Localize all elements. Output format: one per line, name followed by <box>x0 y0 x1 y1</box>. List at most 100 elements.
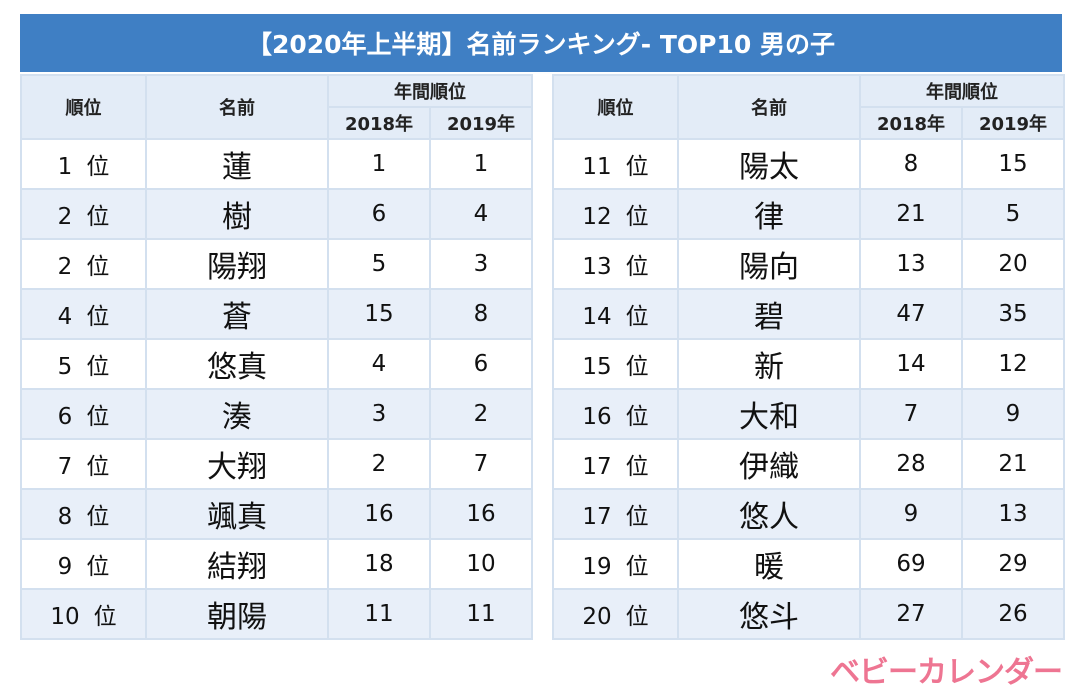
rank-2019-cell: 13 <box>961 488 1065 540</box>
rank-2019-cell: 12 <box>961 338 1065 390</box>
rank-suffix: 位 <box>625 404 649 430</box>
table-row: 2 位陽翔 5 3 <box>20 238 533 290</box>
name-cell: 結翔 <box>145 538 329 590</box>
rank-2018-cell: 69 <box>859 538 963 590</box>
rank-suffix: 位 <box>625 554 649 580</box>
header-rank: 順位 <box>20 74 147 140</box>
rank-number: 2 <box>57 204 73 230</box>
table-row: 4 位蒼 15 8 <box>20 288 533 340</box>
baby-calendar-logo: ベビーカレンダー <box>830 655 1063 690</box>
rank-2018-cell: 47 <box>859 288 963 340</box>
rank-number: 15 <box>582 354 612 380</box>
rank-2018-cell: 14 <box>859 338 963 390</box>
rank-number: 9 <box>57 554 73 580</box>
header-annual: 年間順位 <box>327 74 533 108</box>
rank-2019-cell: 35 <box>961 288 1065 340</box>
rank-2018-cell: 6 <box>327 188 431 240</box>
name-cell: 蒼 <box>145 288 329 340</box>
rank-cell: 16 位 <box>552 388 679 440</box>
header-2019: 2019年 <box>961 106 1065 140</box>
rank-2018-cell: 27 <box>859 588 963 640</box>
name-cell: 蓮 <box>145 138 329 190</box>
rank-suffix: 位 <box>93 604 117 630</box>
rank-number: 16 <box>582 404 612 430</box>
name-cell: 悠人 <box>677 488 861 540</box>
rank-cell: 17 位 <box>552 438 679 490</box>
rank-number: 10 <box>50 604 80 630</box>
name-cell: 樹 <box>145 188 329 240</box>
rank-2019-cell: 26 <box>961 588 1065 640</box>
rank-number: 13 <box>582 254 612 280</box>
rank-2019-cell: 11 <box>429 588 533 640</box>
rank-2018-cell: 2 <box>327 438 431 490</box>
table-row: 19 位 暖 69 29 <box>552 538 1065 590</box>
rank-2019-cell: 3 <box>429 238 533 290</box>
rank-suffix: 位 <box>625 354 649 380</box>
rank-2019-cell: 7 <box>429 438 533 490</box>
rank-2019-cell: 5 <box>961 188 1065 240</box>
rank-2018-cell: 8 <box>859 138 963 190</box>
name-cell: 朝陽 <box>145 588 329 640</box>
table-row: 20 位 悠斗 27 26 <box>552 588 1065 640</box>
ranking-table-left: 順位 名前 年間順位 2018年 2019年 1 位蓮 1 1 2 位樹 6 4 2 位陽翔 5 3 4… <box>20 74 533 640</box>
table-row: 16 位 大和 7 9 <box>552 388 1065 440</box>
rank-number: 8 <box>57 504 73 530</box>
rank-cell: 20 位 <box>552 588 679 640</box>
header-rank: 順位 <box>552 74 679 140</box>
table-row: 13 位陽向 13 20 <box>552 238 1065 290</box>
table-row: 17 位 悠人 9 13 <box>552 488 1065 540</box>
table-row: 12 位 律 21 5 <box>552 188 1065 240</box>
rank-cell: 13 位 <box>552 238 679 290</box>
rank-suffix: 位 <box>625 204 649 230</box>
name-cell: 陽向 <box>677 238 861 290</box>
rank-number: 20 <box>582 604 612 630</box>
name-cell: 大和 <box>677 388 861 440</box>
rank-number: 6 <box>57 404 73 430</box>
rank-2018-cell: 1 <box>327 138 431 190</box>
rank-suffix: 位 <box>86 354 110 380</box>
rank-2018-cell: 13 <box>859 238 963 290</box>
rank-suffix: 位 <box>625 304 649 330</box>
table-row: 10 位朝陽 11 11 <box>20 588 533 640</box>
rank-cell: 12 位 <box>552 188 679 240</box>
rank-suffix: 位 <box>86 554 110 580</box>
table-row: 9 位結翔 18 10 <box>20 538 533 590</box>
rank-cell: 19 位 <box>552 538 679 590</box>
rank-2019-cell: 6 <box>429 338 533 390</box>
rank-2018-cell: 28 <box>859 438 963 490</box>
rank-2018-cell: 21 <box>859 188 963 240</box>
rank-cell: 10 位 <box>20 588 147 640</box>
name-cell: 碧 <box>677 288 861 340</box>
name-cell: 陽翔 <box>145 238 329 290</box>
rank-2019-cell: 16 <box>429 488 533 540</box>
name-cell: 颯真 <box>145 488 329 540</box>
name-cell: 新 <box>677 338 861 390</box>
rank-number: 1 <box>57 154 73 180</box>
rank-suffix: 位 <box>625 504 649 530</box>
name-cell: 陽太 <box>677 138 861 190</box>
table-row: 8 位颯真 16 16 <box>20 488 533 540</box>
rank-suffix: 位 <box>625 154 649 180</box>
rank-suffix: 位 <box>625 454 649 480</box>
name-cell: 律 <box>677 188 861 240</box>
page-title: 【2020年上半期】名前ランキング- TOP10 男の子 <box>20 14 1062 72</box>
table-row: 17 位 伊織 28 21 <box>552 438 1065 490</box>
rank-2019-cell: 20 <box>961 238 1065 290</box>
rank-cell: 11 位 <box>552 138 679 190</box>
rank-2019-cell: 10 <box>429 538 533 590</box>
rank-2019-cell: 2 <box>429 388 533 440</box>
name-cell: 伊織 <box>677 438 861 490</box>
rank-cell: 17 位 <box>552 488 679 540</box>
name-cell: 暖 <box>677 538 861 590</box>
header-name: 名前 <box>677 74 861 140</box>
rank-number: 12 <box>582 204 612 230</box>
